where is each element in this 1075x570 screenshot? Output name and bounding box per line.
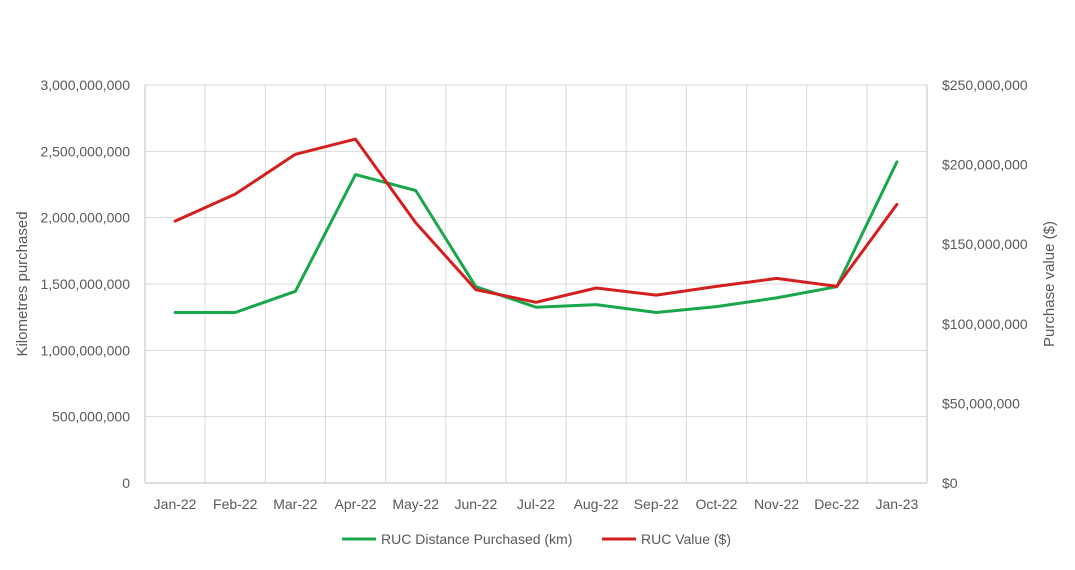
y2-tick-label: $100,000,000 [942, 316, 1028, 332]
gridlines [145, 84, 927, 483]
y-tick-label: 0 [122, 475, 130, 491]
series-line-value [173, 137, 899, 304]
x-tick-label: Nov-22 [754, 496, 799, 512]
x-tick-label: Jun-22 [454, 496, 497, 512]
tick-labels: 0 500,000,000 1,000,000,000 1,500,000,000 2,… [40, 77, 1027, 512]
x-tick-label: Apr-22 [335, 496, 377, 512]
x-tick-label: Jul-22 [517, 496, 555, 512]
x-tick-label: Mar-22 [273, 496, 318, 512]
y-axis-title: Kilometres purchased [14, 211, 31, 356]
legend-label-value: RUC Value ($) [641, 531, 731, 547]
legend: RUC Distance Purchased (km) RUC Value ($… [342, 531, 731, 547]
x-tick-label: Jan-22 [154, 496, 197, 512]
x-tick-label: Jan-23 [876, 496, 919, 512]
axes [144, 85, 928, 484]
y-tick-label: 1,500,000,000 [40, 276, 130, 292]
y2-axis-title: Purchase value ($) [1041, 221, 1058, 347]
y2-tick-label: $150,000,000 [942, 236, 1028, 252]
y2-tick-label: $250,000,000 [942, 77, 1028, 93]
series-line-distance [173, 160, 899, 314]
y2-tick-label: $200,000,000 [942, 157, 1028, 173]
y2-tick-label: $0 [942, 475, 958, 491]
y-tick-label: 1,000,000,000 [40, 342, 130, 358]
y2-tick-label: $50,000,000 [942, 395, 1020, 411]
y-tick-label: 500,000,000 [52, 409, 130, 425]
y-tick-label: 2,000,000,000 [40, 210, 130, 226]
series-lines [173, 137, 899, 314]
x-tick-label: Aug-22 [574, 496, 619, 512]
y-tick-label: 2,500,000,000 [40, 143, 130, 159]
y-tick-label: 3,000,000,000 [40, 77, 130, 93]
x-tick-label: Feb-22 [213, 496, 258, 512]
x-tick-label: May-22 [392, 496, 439, 512]
x-tick-label: Sep-22 [634, 496, 679, 512]
x-tick-label: Dec-22 [814, 496, 859, 512]
legend-label-distance: RUC Distance Purchased (km) [381, 531, 572, 547]
x-tick-label: Oct-22 [695, 496, 737, 512]
